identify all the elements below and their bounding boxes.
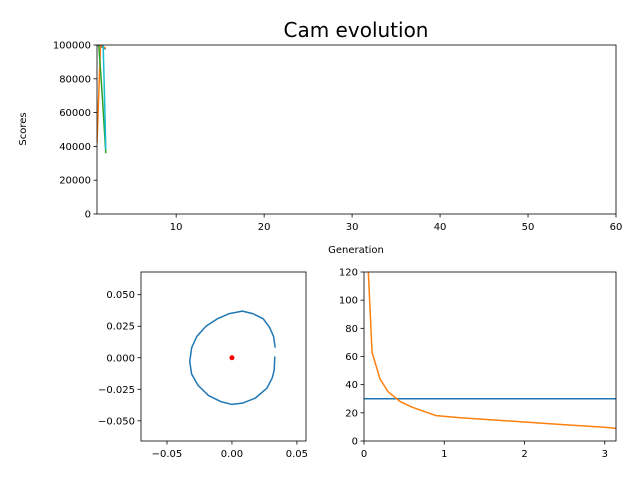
top-chart-x-tick-label: 30 <box>346 222 359 233</box>
top-chart-x-tick-label: 10 <box>170 222 183 233</box>
curve-y-tick-label: 120 <box>339 268 358 279</box>
cam-profile-plot-area: −0.05 0.00 0.05 −0.050 −0.025 0.000 0.025 0.050 <box>98 271 308 460</box>
top-chart-plot-area: 10 20 30 40 50 60 0 20000 40000 60000 80000 100000 <box>53 41 623 234</box>
curve-y-tick-label: 20 <box>345 408 358 419</box>
cam-profile-y-tick-label: −0.050 <box>98 416 135 427</box>
top-chart-frame <box>96 44 617 215</box>
curve-plot-area: 0 1 2 3 0 20 40 60 80 100 120 <box>339 268 617 460</box>
top-chart-series-line-3 <box>102 45 107 150</box>
curve-x-tick-label: 2 <box>521 449 527 460</box>
cam-profile-series-group <box>188 310 276 406</box>
cam-profile-x-tick-label: 0.00 <box>221 449 243 460</box>
top-chart-x-tick-label: 50 <box>522 222 535 233</box>
top-chart-x-tick-label: 20 <box>258 222 271 233</box>
cam-profile-frame <box>140 271 307 442</box>
top-chart-y-tick-label: 60000 <box>59 108 91 119</box>
top-chart-y-tick-label: 0 <box>85 210 91 221</box>
cam-profile-x-tick-label: 0.05 <box>286 449 308 460</box>
cam-profile-x-tick-label: −0.05 <box>152 449 183 460</box>
top-chart-y-tick-label: 80000 <box>59 74 91 85</box>
curve-y-tick-label: 100 <box>339 296 358 307</box>
curve-y-tick-label: 60 <box>345 352 358 363</box>
cam-profile-y-tick-label: 0.000 <box>106 353 135 364</box>
top-chart-x-axis-label: Generation <box>328 245 384 256</box>
top-chart-y-tick-label: 40000 <box>59 142 91 153</box>
cam-profile-y-tick-label: −0.025 <box>98 385 135 396</box>
cam-profile-series-line-0 <box>188 310 276 406</box>
curve-series-line-1 <box>367 272 616 430</box>
curve-x-tick-label: 1 <box>441 449 447 460</box>
top-chart-series-line-1 <box>97 45 107 144</box>
top-chart-y-axis-label: Scores <box>18 112 29 145</box>
top-chart-title: Cam evolution <box>284 18 429 42</box>
top-chart-x-tick-label: 60 <box>610 222 623 233</box>
top-chart-series-line-2 <box>98 45 107 154</box>
top-chart-y-tick-label: 100000 <box>53 41 91 52</box>
curve-y-tick-label: 0 <box>352 437 358 448</box>
cam-profile-y-tick-label: 0.025 <box>106 322 135 333</box>
curve-x-tick-label: 0 <box>361 449 367 460</box>
top-chart-x-tick-label: 40 <box>434 222 447 233</box>
cam-profile-y-tick-label: 0.050 <box>106 290 135 301</box>
curve-y-tick-label: 40 <box>345 380 358 391</box>
top-chart-y-tick-label: 20000 <box>59 176 91 187</box>
cam-profile-center-point <box>229 355 235 361</box>
curve-y-tick-label: 80 <box>345 324 358 335</box>
top-chart-series-group <box>97 45 107 154</box>
curve-x-tick-label: 3 <box>602 449 608 460</box>
curve-series-group <box>364 272 616 430</box>
